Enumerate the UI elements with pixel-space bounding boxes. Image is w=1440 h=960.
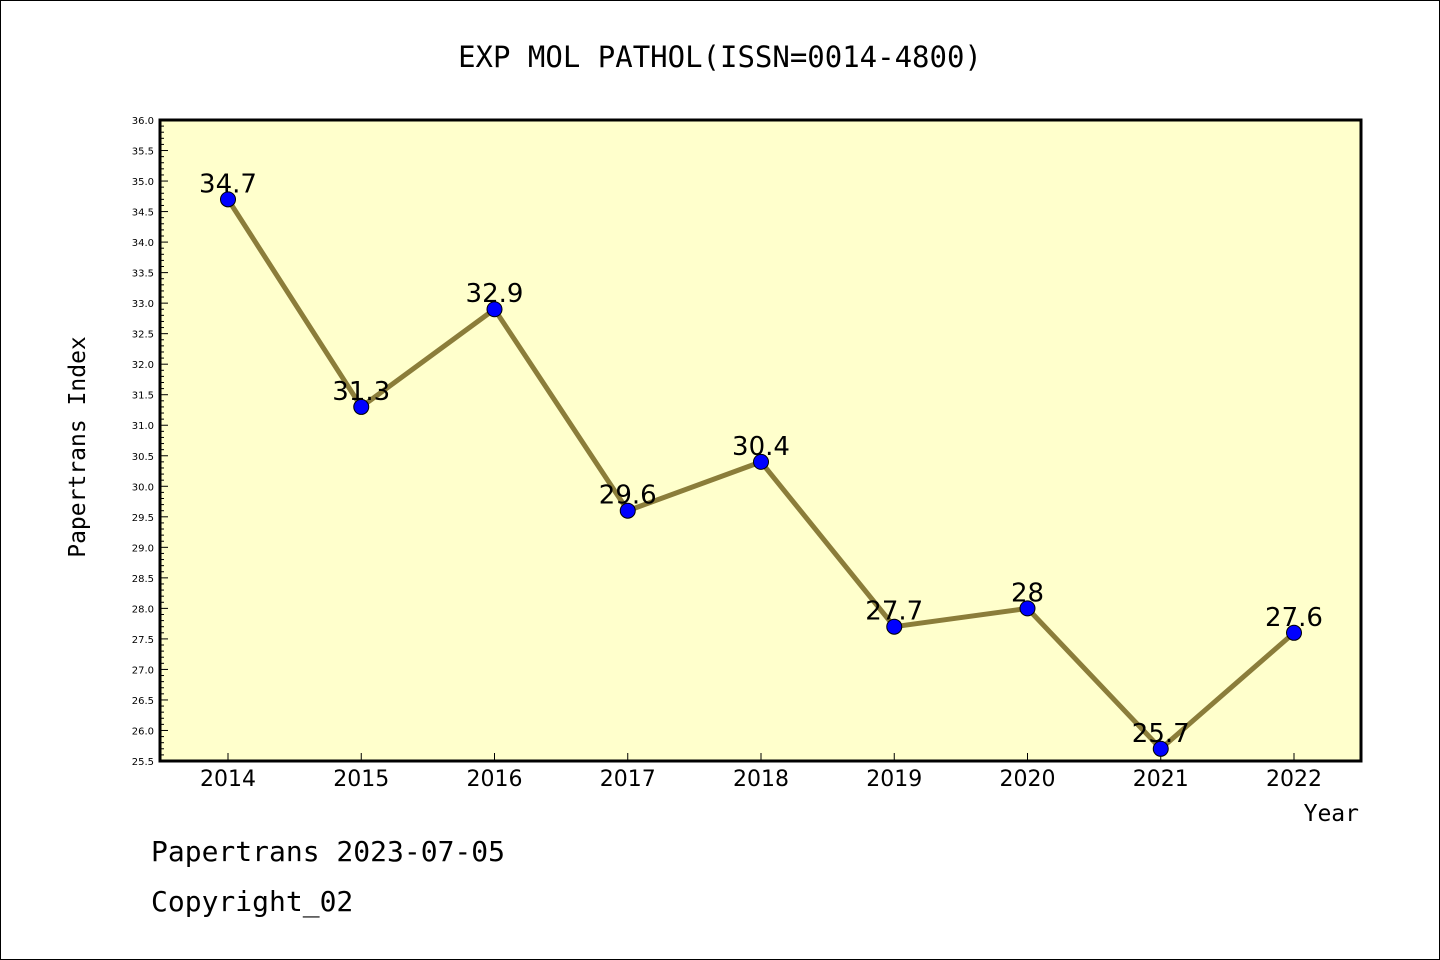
y-tick-label: 30.5 <box>132 452 154 463</box>
y-tick-label: 36.0 <box>132 116 154 127</box>
y-tick-label: 26.5 <box>132 696 154 707</box>
data-markers <box>220 191 1302 757</box>
y-tick-label: 25.5 <box>132 757 154 768</box>
y-tick-label: 33.0 <box>132 299 154 310</box>
y-tick-label: 34.0 <box>132 238 154 249</box>
x-tick-label: 2017 <box>600 767 656 792</box>
data-point <box>753 453 769 470</box>
data-point <box>1286 624 1302 641</box>
data-point <box>220 191 236 208</box>
x-tick-label: 2016 <box>467 767 523 792</box>
y-tick-label: 28.5 <box>132 574 154 585</box>
y-tick-label: 28.0 <box>132 604 154 615</box>
data-point <box>486 301 503 318</box>
x-tick-label: 2022 <box>1266 767 1322 792</box>
x-tick-label: 2021 <box>1133 767 1189 792</box>
data-label: 25.7 <box>1132 719 1190 749</box>
data-label: 30.4 <box>732 432 790 462</box>
y-tick-label: 31.5 <box>132 391 154 402</box>
footer-copyright: Copyright_02 <box>151 885 354 918</box>
y-tick-label: 34.5 <box>132 208 154 219</box>
data-label: 32.9 <box>466 279 524 309</box>
footer-date: Papertrans 2023-07-05 <box>151 835 506 868</box>
y-tick-label: 30.0 <box>132 482 154 493</box>
y-tick-label: 32.5 <box>132 330 154 341</box>
y-tick-label: 26.0 <box>132 726 154 737</box>
y-tick-label: 27.0 <box>132 665 154 676</box>
x-axis-label: Year <box>1304 801 1359 827</box>
y-tick-label: 32.0 <box>132 360 154 371</box>
y-tick-label: 35.0 <box>132 177 154 188</box>
data-label: 29.6 <box>599 481 657 511</box>
x-tick-label: 2014 <box>200 767 256 792</box>
data-point <box>353 398 370 415</box>
plot-area <box>158 118 1363 763</box>
data-point <box>1152 740 1169 757</box>
y-tick-label: 35.5 <box>132 147 154 158</box>
y-tick-label: 27.5 <box>132 635 154 646</box>
x-tick-label: 2018 <box>733 767 789 792</box>
y-axis-label: Papertrans Index <box>65 336 91 558</box>
x-tick-label: 2020 <box>1000 767 1056 792</box>
y-tick-label: 29.0 <box>132 543 154 554</box>
data-label: 27.7 <box>865 597 923 627</box>
data-point <box>1019 600 1036 617</box>
data-label: 27.6 <box>1265 603 1323 633</box>
y-tick-label: 31.0 <box>132 421 154 432</box>
x-tick-label: 2015 <box>333 767 389 792</box>
data-labels: 34.7 31.3 32.9 29.6 30.4 27.7 28 25.7 27.6 <box>199 169 1323 748</box>
data-label: 31.3 <box>332 377 390 407</box>
data-point <box>619 502 636 519</box>
x-axis: 2014 2015 2016 2017 2018 2019 2020 2021 2022 <box>200 753 1322 792</box>
data-label: 28 <box>1011 578 1044 608</box>
y-axis: 25.5 26.0 26.5 27.0 27.5 28.0 28.5 29.0 29.5 30.0… <box>132 116 168 768</box>
y-tick-label: 33.5 <box>132 269 154 280</box>
data-point <box>886 618 903 635</box>
data-label: 34.7 <box>199 169 257 199</box>
chart-title: EXP MOL PATHOL(ISSN=0014-4800) <box>458 40 982 74</box>
x-tick-label: 2019 <box>866 767 922 792</box>
y-tick-label: 29.5 <box>132 513 154 524</box>
